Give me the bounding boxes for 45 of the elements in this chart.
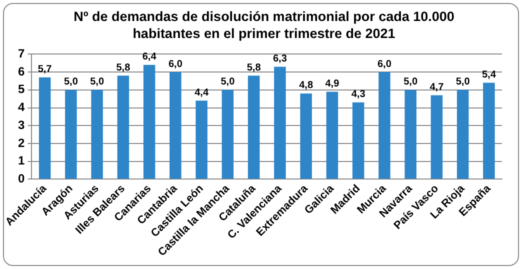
data-label: 6,0 bbox=[168, 58, 183, 70]
bar bbox=[117, 76, 130, 179]
bar bbox=[65, 90, 77, 179]
bar bbox=[196, 100, 208, 179]
data-label: 4,3 bbox=[351, 89, 366, 100]
data-label: 4,8 bbox=[299, 80, 314, 92]
bar bbox=[274, 66, 286, 179]
data-label: 5,0 bbox=[64, 76, 78, 88]
y-tick-label: 4 bbox=[18, 100, 26, 114]
data-label: 5,8 bbox=[246, 62, 262, 74]
bar bbox=[352, 102, 364, 179]
bar bbox=[143, 64, 156, 179]
data-label: 5,0 bbox=[404, 76, 418, 88]
bar bbox=[222, 90, 234, 179]
bar bbox=[170, 72, 182, 179]
data-label: 6,4 bbox=[142, 52, 157, 63]
data-label: 5,0 bbox=[456, 76, 470, 88]
bar bbox=[38, 77, 51, 179]
data-label: 6,0 bbox=[377, 58, 392, 70]
data-label: 4,9 bbox=[325, 78, 340, 90]
data-label: 4,7 bbox=[430, 82, 444, 94]
bar bbox=[483, 82, 495, 179]
data-label: 5,8 bbox=[116, 62, 131, 74]
data-label: 4,4 bbox=[194, 87, 209, 98]
bar bbox=[404, 90, 416, 179]
y-tick-label: 5 bbox=[18, 82, 26, 96]
y-tick-label: 3 bbox=[18, 118, 26, 132]
bar bbox=[378, 72, 390, 179]
bar bbox=[326, 92, 338, 179]
bar bbox=[456, 90, 469, 179]
data-label: 6,3 bbox=[272, 53, 288, 64]
bar bbox=[91, 90, 103, 179]
y-tick-label: 6 bbox=[18, 64, 26, 78]
y-tick-label: 2 bbox=[18, 136, 26, 150]
data-label: 5,0 bbox=[220, 76, 236, 88]
bar bbox=[300, 93, 312, 179]
y-tick-label: 1 bbox=[18, 154, 26, 168]
y-tick-label: 0 bbox=[18, 172, 26, 186]
bar bbox=[248, 76, 260, 179]
chart-title: Nº de demandas de disolución matrimonial por cada 10.000 habitantes en el primer trimestre de 2021 bbox=[72, 8, 456, 42]
data-label: 5,7 bbox=[38, 64, 52, 76]
y-tick-label: 7 bbox=[18, 46, 26, 61]
data-label: 5,0 bbox=[90, 76, 104, 88]
bar bbox=[430, 95, 443, 179]
data-label: 5,4 bbox=[482, 70, 496, 81]
